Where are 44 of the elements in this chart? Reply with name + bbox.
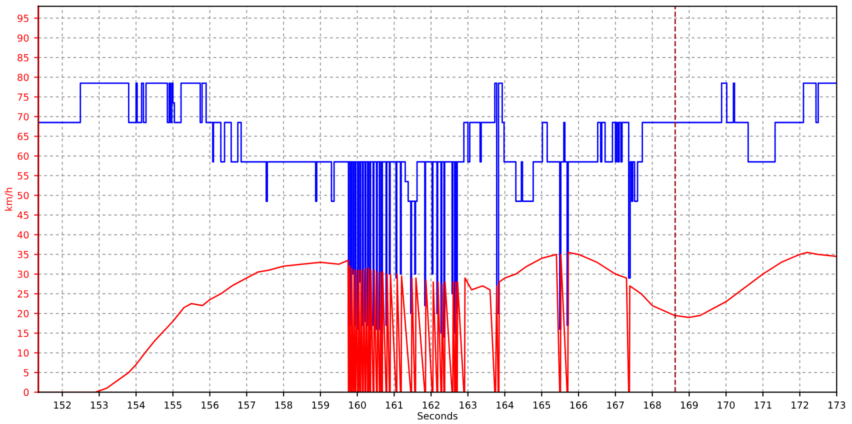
x-axis-title: Seconds bbox=[418, 412, 458, 420]
x-tick-label: 158 bbox=[275, 401, 292, 409]
y-tick-label: 70 bbox=[18, 113, 29, 120]
x-tick-label: 152 bbox=[54, 401, 71, 409]
y-tick-label: 0 bbox=[24, 388, 29, 396]
y-tick-label: 85 bbox=[18, 54, 28, 62]
x-tick-label: 162 bbox=[422, 401, 440, 409]
x-tick-label: 169 bbox=[680, 401, 698, 409]
x-tick-label: 167 bbox=[607, 401, 624, 409]
x-tick-label: 163 bbox=[460, 401, 476, 409]
x-tick-label: 170 bbox=[718, 401, 735, 409]
y-tick-label: 45 bbox=[17, 212, 28, 219]
y-tick-label: 25 bbox=[18, 290, 28, 298]
x-tick-label: 173 bbox=[828, 401, 846, 409]
y-tick-label: 55 bbox=[18, 172, 28, 180]
y-axis-title: km/h bbox=[4, 188, 14, 211]
x-tick-label: 168 bbox=[644, 401, 661, 409]
y-tick-label: 10 bbox=[18, 349, 29, 357]
x-tick-label: 165 bbox=[533, 401, 550, 409]
x-tick-label: 156 bbox=[202, 401, 218, 409]
y-tick-label: 5 bbox=[24, 369, 28, 376]
x-tick-label: 159 bbox=[312, 401, 330, 409]
y-tick-label: 60 bbox=[18, 152, 29, 160]
y-tick-label: 50 bbox=[18, 192, 29, 200]
x-tick-label: 172 bbox=[792, 401, 808, 409]
y-tick-label: 15 bbox=[18, 330, 28, 337]
x-tick-label: 155 bbox=[164, 402, 182, 409]
x-tick-label: 153 bbox=[90, 401, 108, 409]
y-tick-label: 90 bbox=[18, 34, 29, 42]
x-tick-label: 154 bbox=[128, 402, 145, 409]
x-tick-label: 166 bbox=[570, 401, 588, 409]
x-tick-label: 157 bbox=[238, 402, 256, 409]
y-tick-label: 40 bbox=[17, 231, 29, 239]
y-tick-label: 35 bbox=[18, 250, 28, 258]
y-tick-label: 65 bbox=[18, 132, 28, 140]
y-tick-label: 20 bbox=[18, 310, 29, 318]
y-tick-label: 30 bbox=[18, 270, 29, 278]
y-tick-label: 80 bbox=[18, 74, 29, 82]
x-tick-label: 164 bbox=[496, 401, 514, 409]
y-tick-label: 75 bbox=[18, 94, 28, 101]
x-tick-label: 171 bbox=[754, 402, 772, 409]
x-tick-label: 160 bbox=[349, 401, 366, 409]
x-tick-label: 161 bbox=[386, 401, 403, 409]
y-tick-label: 95 bbox=[18, 14, 28, 22]
